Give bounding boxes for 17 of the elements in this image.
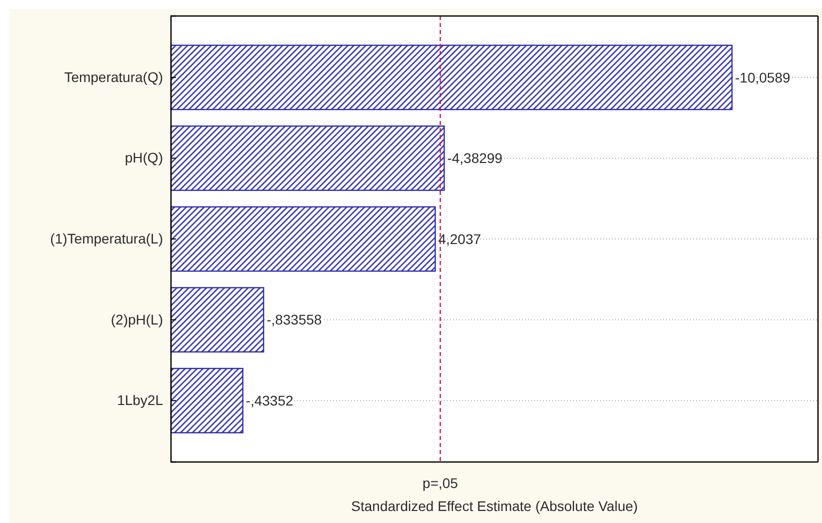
y-tick-label: (1)Temperatura(L) — [50, 230, 163, 246]
y-tick-label: 1Lby2L — [117, 392, 164, 408]
bar — [170, 287, 264, 353]
annotation: 4,2037 — [438, 230, 482, 247]
annotation: -10,0589 — [735, 69, 790, 86]
bar — [170, 368, 244, 434]
y-tick-label: (2)pH(L) — [110, 311, 163, 328]
ref-line-label: p=,05 — [422, 475, 458, 491]
x-axis-title: Standardized Effect Estimate (Absolute Value) — [351, 498, 638, 514]
annotation: -,833558 — [266, 312, 322, 328]
annotation: -,43352 — [246, 392, 294, 408]
y-tick-label: pH(Q) — [124, 150, 163, 166]
bar — [170, 206, 436, 272]
bar — [170, 125, 445, 191]
y-tick-label: Temperatura(Q) — [64, 68, 163, 85]
bar — [170, 44, 733, 110]
annotation: -4,38299 — [447, 150, 503, 166]
